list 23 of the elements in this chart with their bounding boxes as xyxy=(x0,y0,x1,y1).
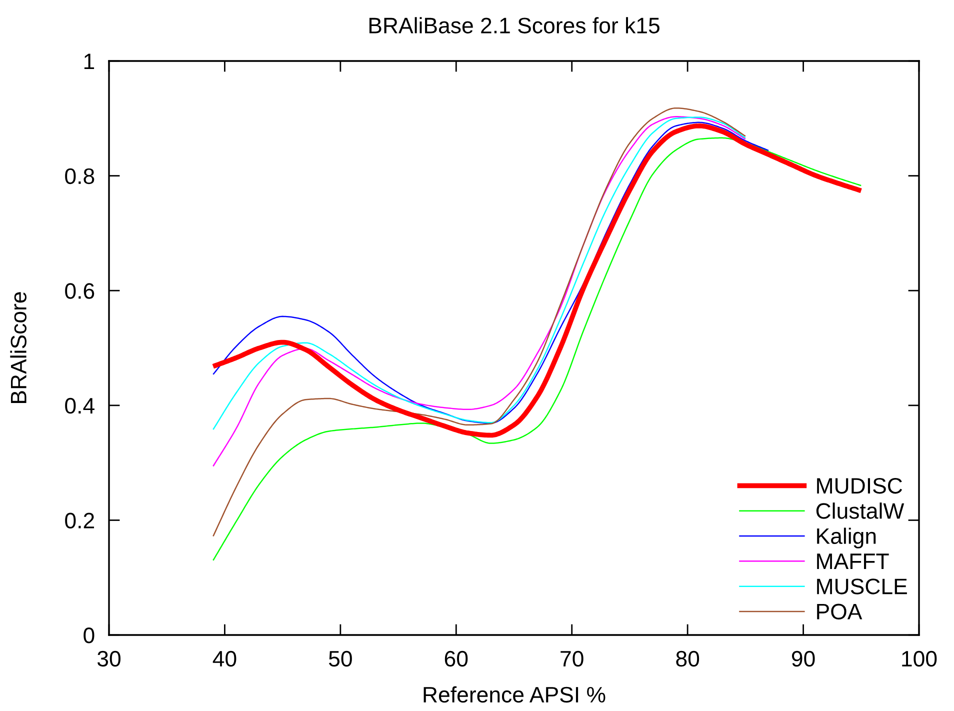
x-tick-label: 30 xyxy=(97,650,120,667)
legend-label: Kalign xyxy=(817,528,876,548)
x-tick-label: 90 xyxy=(792,650,815,667)
legend-label: MAFFT xyxy=(817,554,889,569)
y-tick-label: 1 xyxy=(84,54,94,70)
x-tick-label: 60 xyxy=(444,650,468,667)
y-axis-title: BRAliScore xyxy=(10,292,26,403)
y-tick-label: 0 xyxy=(84,628,94,644)
x-tick-label: 50 xyxy=(328,650,352,667)
y-tick-label: 0.4 xyxy=(65,398,94,414)
x-tick-label: 80 xyxy=(676,650,700,667)
y-tick-label: 0.8 xyxy=(65,168,94,184)
y-tick-label: 0.6 xyxy=(65,283,94,299)
legend-label: MUSCLE xyxy=(817,578,907,594)
legend-label: MUDISC xyxy=(817,478,902,494)
y-tick-label: 0.2 xyxy=(65,512,94,528)
x-axis-title: Reference APSI % xyxy=(424,686,606,703)
legend-label: POA xyxy=(817,604,862,620)
legend-label: ClustalW xyxy=(816,502,904,519)
chart-title: BRAliBase 2.1 Scores for k15 xyxy=(369,17,660,34)
x-tick-label: 70 xyxy=(560,650,584,667)
x-tick-label: 100 xyxy=(902,650,937,667)
x-tick-label: 40 xyxy=(212,650,236,667)
